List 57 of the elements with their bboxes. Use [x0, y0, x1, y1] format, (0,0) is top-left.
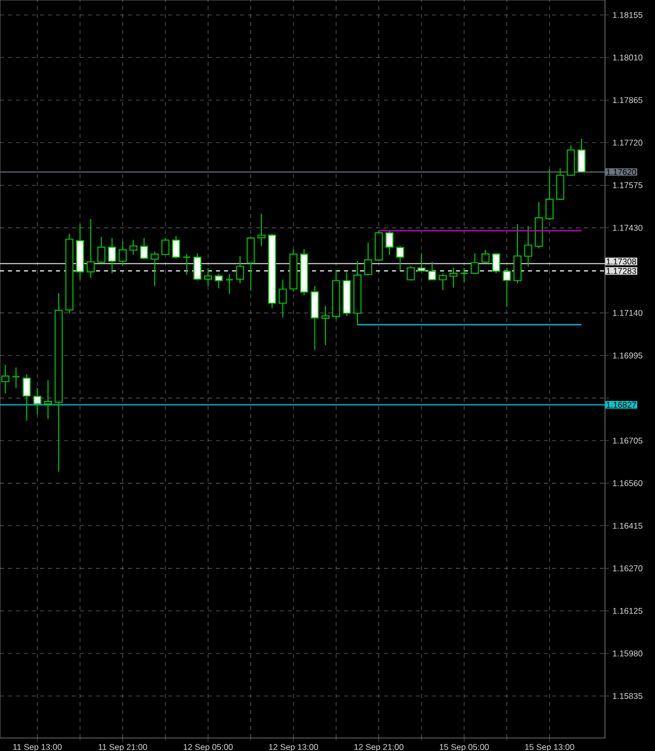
- candlestick: [12, 366, 20, 389]
- candlestick: [396, 245, 404, 272]
- candlestick: [406, 265, 415, 282]
- candlestick: [385, 230, 394, 256]
- candlestick: [364, 242, 372, 276]
- candlestick: [140, 238, 148, 260]
- candlestick: [470, 252, 479, 274]
- ref-line-label: 1.17620: [606, 169, 636, 175]
- candlestick: [577, 138, 586, 174]
- ref-line-label: 1.17308: [606, 258, 636, 264]
- y-tick-label: 1.17865: [613, 97, 642, 104]
- candlestick: [225, 273, 234, 294]
- candlestick: [545, 168, 554, 220]
- candlestick: [108, 238, 116, 274]
- candlestick: [129, 239, 138, 256]
- candlestick: [150, 251, 159, 286]
- candlestick: [236, 255, 244, 284]
- y-tick-label: 1.18155: [613, 12, 642, 18]
- candlestick: [278, 278, 287, 318]
- candlestick: [33, 388, 42, 415]
- y-tick-label: 1.16415: [613, 522, 642, 529]
- candlestick: [86, 218, 95, 279]
- candlestick: [44, 380, 52, 420]
- y-tick-label: 1.15980: [613, 650, 642, 656]
- candlestick: [204, 267, 212, 286]
- candlestick: [182, 253, 191, 276]
- y-tick-label: 1.17575: [613, 182, 642, 188]
- candlestick: [428, 261, 436, 280]
- candlestick: [502, 267, 511, 308]
- y-tick-label: 1.16125: [613, 608, 642, 614]
- candlestick: [214, 273, 223, 289]
- y-tick-label: 1.16995: [613, 352, 642, 358]
- candlestick: [257, 213, 266, 247]
- y-tick-label: 1.18010: [613, 54, 642, 61]
- y-tick-label: 1.16270: [613, 565, 642, 572]
- candlestick: [481, 249, 490, 264]
- y-tick-label: 1.17720: [613, 140, 642, 146]
- ref-line-label: 1.17283: [606, 268, 636, 274]
- candlestick: [118, 240, 127, 266]
- ref-line-label: 1.16827: [606, 402, 636, 408]
- candlestick: [161, 238, 170, 256]
- y-tick-label: 1.17430: [613, 224, 642, 231]
- candlestick: [172, 235, 180, 259]
- candlestick: [417, 252, 426, 272]
- candlestick: [97, 236, 106, 264]
- candlestick: [492, 252, 500, 274]
- candlestick: [524, 226, 532, 268]
- candlestick: [321, 305, 330, 346]
- y-tick-label: 1.16705: [613, 438, 642, 444]
- candlestick: [193, 252, 202, 282]
- candlestick: [449, 267, 458, 288]
- y-tick-label: 1.16560: [613, 480, 642, 486]
- candlestick: [460, 267, 468, 284]
- candlestick: [22, 374, 31, 422]
- candlestick: [438, 272, 447, 291]
- y-tick-label: 1.15835: [613, 693, 642, 699]
- y-tick-label: 1.17140: [613, 310, 642, 316]
